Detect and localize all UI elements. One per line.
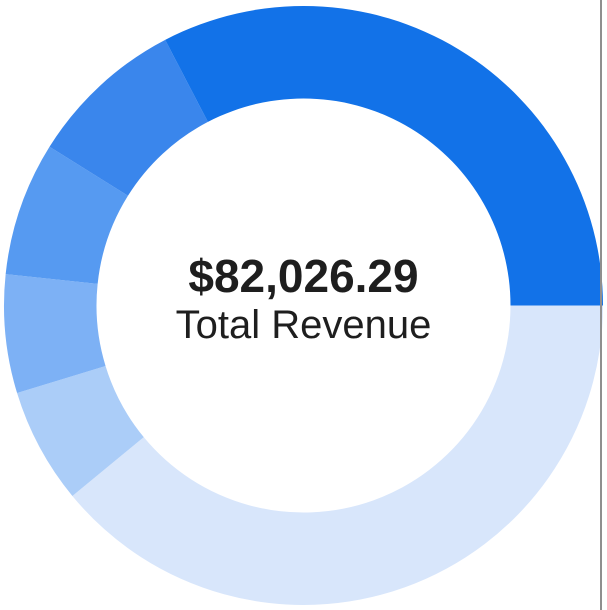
pane-divider: [600, 0, 602, 610]
donut-slice-4[interactable]: [5, 146, 128, 284]
donut-slice-6[interactable]: [165, 6, 603, 306]
donut-slice-2[interactable]: [17, 365, 144, 496]
donut-slice-1[interactable]: [72, 305, 604, 605]
donut-slice-3[interactable]: [4, 274, 106, 394]
donut-slice-5[interactable]: [49, 39, 208, 196]
